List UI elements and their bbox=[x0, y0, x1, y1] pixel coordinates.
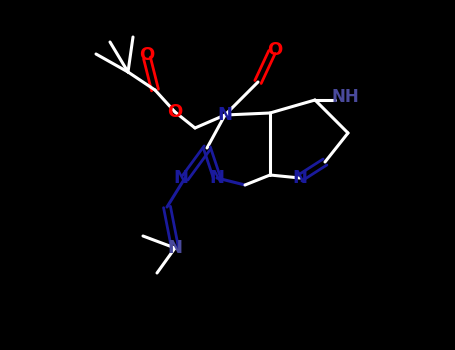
Text: N: N bbox=[173, 169, 188, 187]
Text: N: N bbox=[167, 239, 182, 257]
Text: N: N bbox=[217, 106, 233, 124]
Text: N: N bbox=[209, 169, 224, 187]
Text: O: O bbox=[139, 46, 155, 64]
Text: O: O bbox=[268, 41, 283, 59]
Text: O: O bbox=[167, 103, 182, 121]
Text: NH: NH bbox=[331, 88, 359, 106]
Text: N: N bbox=[293, 169, 308, 187]
